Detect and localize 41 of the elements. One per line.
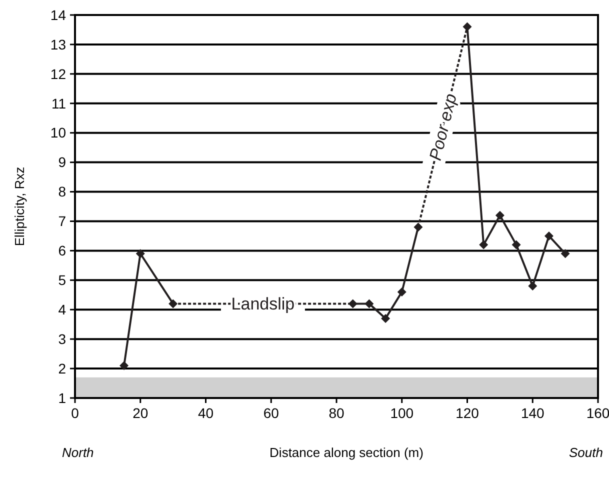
- y-tick-label: 10: [50, 124, 66, 141]
- y-tick-label: 6: [58, 242, 66, 259]
- y-tick-label: 7: [58, 213, 66, 230]
- x-axis-title: Distance along section (m): [270, 445, 424, 460]
- point: [544, 231, 554, 240]
- point: [397, 287, 406, 296]
- point: [560, 249, 570, 258]
- y-tick-label: 2: [58, 360, 66, 376]
- x-tick-label: 60: [263, 405, 280, 421]
- x-tick-label: 20: [132, 405, 148, 421]
- x-tick-label: 120: [456, 405, 480, 421]
- point: [168, 299, 178, 308]
- y-tick-label: 9: [58, 154, 66, 170]
- y-tick-label: 11: [51, 95, 66, 112]
- y-tick-label: 8: [58, 184, 66, 200]
- y-tick-label: 13: [50, 36, 66, 52]
- point: [120, 361, 129, 370]
- point: [495, 210, 504, 220]
- point: [136, 249, 145, 258]
- x-tick-label: 100: [390, 405, 414, 421]
- y-tick-label: 4: [58, 302, 66, 318]
- point: [528, 282, 538, 291]
- y-tick-label: 12: [50, 66, 66, 82]
- point: [414, 222, 423, 232]
- point: [381, 314, 390, 323]
- y-tick-label: 1: [58, 390, 66, 406]
- x-tick-label: 140: [520, 405, 545, 421]
- text: South: [569, 445, 603, 460]
- y-tick-label: 3: [58, 330, 66, 347]
- x-tick-label: 0: [71, 405, 80, 421]
- y-axis-title: Ellipticity, Rxz: [12, 166, 27, 246]
- x-tick-label: 160: [586, 405, 609, 421]
- x-tick-label: 40: [198, 405, 214, 421]
- y-tick-label: 5: [58, 272, 66, 288]
- point: [364, 299, 374, 308]
- y-tick-label: 14: [50, 6, 66, 23]
- point: [479, 240, 488, 250]
- point: [348, 299, 358, 308]
- x-tick-label: 80: [328, 405, 344, 421]
- text: North: [62, 445, 94, 460]
- point: [512, 240, 521, 250]
